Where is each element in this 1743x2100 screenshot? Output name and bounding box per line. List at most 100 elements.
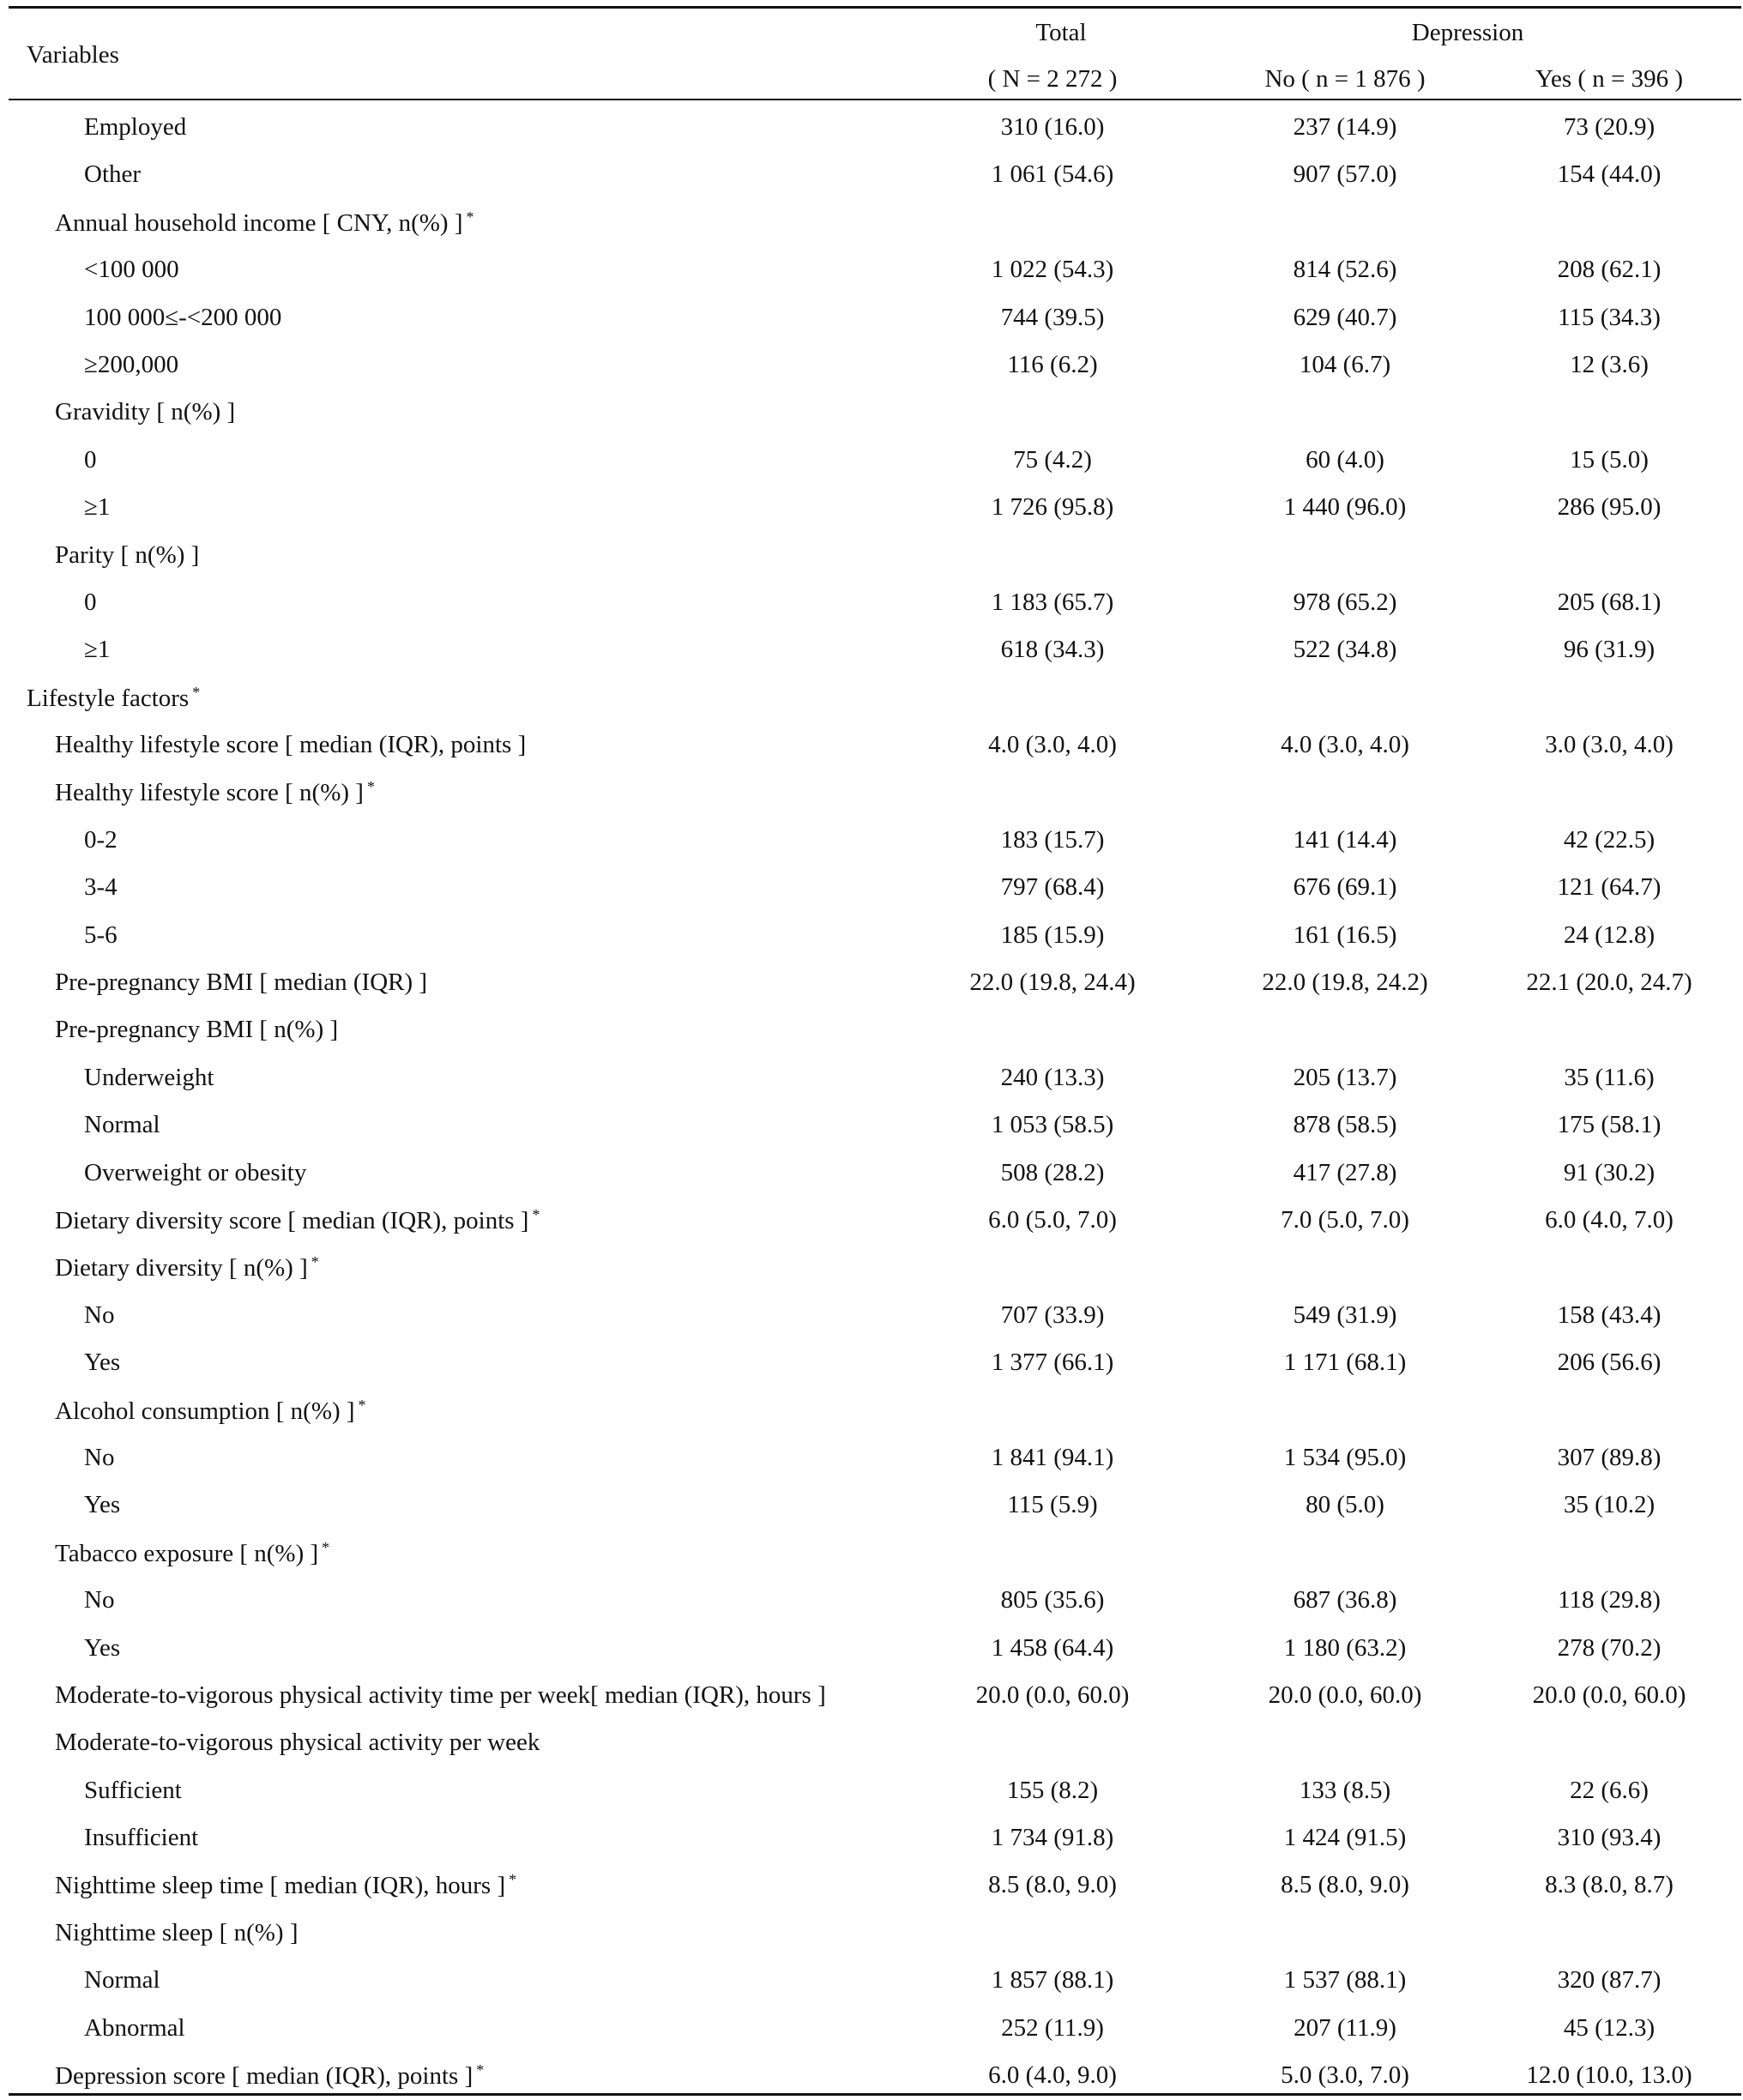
- table-row: 3-4 797 (68.4) 676 (69.1) 121 (64.7): [0, 863, 1743, 910]
- row-label-text: Gravidity [ n(%) ]: [55, 398, 236, 426]
- cell-no-depression: 22.0 (19.8, 24.2): [1262, 969, 1428, 997]
- row-label: Pre-pregnancy BMI [ n(%) ]: [55, 1016, 338, 1044]
- cell-total: 115 (5.9): [1007, 1491, 1098, 1519]
- cell-depression: 15 (5.0): [1570, 445, 1649, 474]
- cell-depression: 20.0 (0.0, 60.0): [1532, 1681, 1686, 1709]
- row-label-text: Lifestyle factors: [27, 684, 190, 712]
- row-label-text: Dietary diversity score [ median (IQR), …: [55, 1206, 529, 1234]
- row-label: 5-6: [84, 921, 118, 950]
- row-label-text: Pre-pregnancy BMI [ n(%) ]: [55, 1016, 339, 1044]
- cell-no-depression: 141 (14.4): [1293, 825, 1397, 854]
- cell-no-depression: 978 (65.2): [1293, 588, 1397, 616]
- row-label-text: Employed: [84, 113, 187, 141]
- row-label: Dietary diversity [ n(%) ] *: [55, 1253, 319, 1282]
- table-row: 0 75 (4.2) 60 (4.0) 15 (5.0): [0, 436, 1743, 483]
- cell-no-depression: 104 (6.7): [1299, 350, 1391, 378]
- cell-depression: 22.1 (20.0, 24.7): [1526, 969, 1692, 997]
- row-label-text: No: [84, 1586, 115, 1614]
- row-label: Annual household income [ CNY, n(%) ] *: [55, 208, 473, 238]
- row-label: ≥1: [84, 636, 110, 664]
- table-row: Normal 1 053 (58.5) 878 (58.5) 175 (58.1): [0, 1101, 1743, 1148]
- cell-no-depression: 1 424 (91.5): [1283, 1824, 1407, 1852]
- row-label-text: Normal: [84, 1966, 160, 1994]
- cell-depression: 35 (10.2): [1563, 1491, 1656, 1519]
- significance-marker: *: [311, 1253, 319, 1271]
- cell-no-depression: 549 (31.9): [1293, 1300, 1397, 1329]
- table-row: 5-6 185 (15.9) 161 (16.5) 24 (12.8): [0, 911, 1743, 958]
- row-label: <100 000: [84, 256, 179, 284]
- table-row: Alcohol consumption [ n(%) ] *: [0, 1386, 1743, 1433]
- cell-depression: 154 (44.0): [1557, 160, 1662, 189]
- cell-depression: 12.0 (10.0, 13.0): [1526, 2061, 1692, 2090]
- cell-no-depression: 60 (4.0): [1306, 445, 1384, 474]
- table-row: Nighttime sleep [ n(%) ]: [0, 1909, 1743, 1956]
- row-label: No: [84, 1301, 114, 1330]
- table-row: Yes 1 377 (66.1) 1 171 (68.1) 206 (56.6): [0, 1338, 1743, 1385]
- cell-total: 1 726 (95.8): [991, 493, 1114, 522]
- row-label-text: Overweight or obesity: [84, 1158, 307, 1186]
- cell-total: 1 458 (64.4): [991, 1633, 1114, 1662]
- cell-total: 75 (4.2): [1013, 445, 1092, 474]
- row-label-text: No: [84, 1300, 115, 1329]
- cell-depression: 12 (3.6): [1570, 350, 1649, 378]
- cell-total: 155 (8.2): [1006, 1776, 1099, 1804]
- table-row: Dietary diversity [ n(%) ] *: [0, 1243, 1743, 1290]
- row-label-text: <100 000: [84, 256, 179, 284]
- row-label: Gravidity [ n(%) ]: [55, 398, 235, 426]
- cell-depression: 22 (6.6): [1570, 1776, 1649, 1804]
- row-label-text: ≥1: [84, 636, 111, 664]
- row-label-text: Nighttime sleep [ n(%) ]: [55, 1918, 299, 1946]
- cell-depression: 310 (93.4): [1557, 1824, 1662, 1852]
- cell-total: 805 (35.6): [1000, 1586, 1105, 1614]
- cell-depression: 208 (62.1): [1557, 256, 1662, 284]
- table-body: Employed 310 (16.0) 237 (14.9) 73 (20.9) Oth…: [0, 103, 1743, 2098]
- table-row: Insufficient 1 734 (91.8) 1 424 (91.5) 310 …: [0, 1813, 1743, 1861]
- row-label: 0-2: [84, 826, 118, 854]
- cell-total: 4.0 (3.0, 4.0): [988, 731, 1117, 759]
- row-label: Tabacco exposure [ n(%) ] *: [55, 1539, 329, 1568]
- cell-total: 8.5 (8.0, 9.0): [988, 1871, 1117, 1899]
- row-label-text: Moderate-to-vigorous physical activity t…: [55, 1681, 826, 1709]
- cell-depression: 115 (34.3): [1558, 303, 1661, 331]
- cell-total: 1 841 (94.1): [991, 1443, 1114, 1471]
- header-depression-yes: Yes ( n = 396 ): [1535, 65, 1684, 93]
- cell-total: 6.0 (5.0, 7.0): [988, 1205, 1117, 1234]
- header-depression: Depression: [1411, 19, 1524, 46]
- cell-no-depression: 207 (11.9): [1294, 2013, 1396, 2042]
- row-label: 0: [84, 588, 97, 617]
- row-label: 3-4: [84, 873, 118, 902]
- significance-marker: *: [322, 1538, 330, 1556]
- cell-no-depression: 1 171 (68.1): [1283, 1349, 1407, 1377]
- table-row: Tabacco exposure [ n(%) ] *: [0, 1529, 1743, 1576]
- cell-depression: 3.0 (3.0, 4.0): [1545, 731, 1674, 759]
- row-label-text: Underweight: [84, 1063, 214, 1091]
- row-label-text: 5-6: [84, 920, 118, 949]
- row-label-text: Tabacco exposure [ n(%) ]: [55, 1539, 319, 1567]
- table-row: Yes 115 (5.9) 80 (5.0) 35 (10.2): [0, 1481, 1743, 1528]
- row-label-text: ≥1: [84, 493, 111, 522]
- row-label: 0: [84, 446, 97, 474]
- row-label: Alcohol consumption [ n(%) ] *: [55, 1397, 366, 1426]
- cell-no-depression: 5.0 (3.0, 7.0): [1281, 2061, 1409, 2090]
- row-label-text: Normal: [84, 1111, 160, 1139]
- table-row: <100 000 1 022 (54.3) 814 (52.6) 208 (62.1): [0, 245, 1743, 293]
- table-row: No 805 (35.6) 687 (36.8) 118 (29.8): [0, 1576, 1743, 1623]
- row-label-text: Parity [ n(%) ]: [55, 540, 200, 569]
- cell-total: 1 061 (54.6): [991, 160, 1114, 189]
- cell-total: 744 (39.5): [1000, 303, 1105, 331]
- row-label-text: Sufficient: [84, 1776, 182, 1804]
- cell-total: 310 (16.0): [1000, 113, 1105, 141]
- cell-depression: 73 (20.9): [1563, 113, 1656, 141]
- cell-total: 240 (13.3): [1000, 1063, 1105, 1091]
- cell-total: 508 (28.2): [1000, 1158, 1105, 1186]
- header-total-n: ( N = 2 272 ): [987, 65, 1118, 93]
- cell-depression: 121 (64.7): [1557, 873, 1662, 902]
- row-label-text: Moderate-to-vigorous physical activity p…: [55, 1729, 540, 1757]
- cell-depression: 6.0 (4.0, 7.0): [1545, 1205, 1674, 1234]
- row-label: Lifestyle factors *: [27, 684, 200, 713]
- cell-depression: 205 (68.1): [1557, 588, 1662, 616]
- row-label: Insufficient: [84, 1824, 198, 1852]
- row-label: Moderate-to-vigorous physical activity p…: [55, 1729, 540, 1757]
- cell-depression: 45 (12.3): [1563, 2013, 1656, 2042]
- cell-no-depression: 629 (40.7): [1293, 303, 1397, 331]
